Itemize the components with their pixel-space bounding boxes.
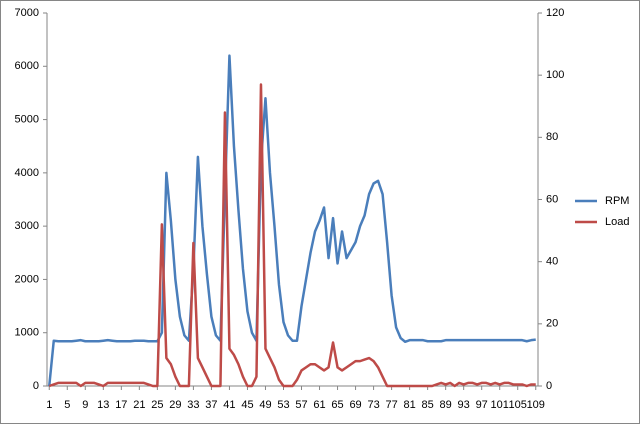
y2-tick-label: 80 [546, 131, 558, 143]
y-tick-label: 7000 [15, 7, 39, 19]
y2-tick-label: 40 [546, 256, 558, 268]
series-line [48, 54, 536, 387]
x-tick-label: 17 [115, 399, 127, 411]
x-tick-label: 29 [169, 399, 181, 411]
y-tick-label: 3000 [15, 220, 39, 232]
x-tick-label: 5 [64, 399, 70, 411]
legend-label: RPM [605, 195, 629, 207]
x-tick-label: 21 [133, 399, 145, 411]
y2-tick-label: 0 [546, 380, 552, 392]
y-tick-label: 2000 [15, 273, 39, 285]
x-tick-label: 45 [241, 399, 253, 411]
x-tick-label: 61 [313, 399, 325, 411]
y2-tick-label: 120 [546, 7, 564, 19]
x-tick-label: 77 [385, 399, 397, 411]
y-tick-label: 6000 [15, 60, 39, 72]
x-tick-label: 85 [422, 399, 434, 411]
x-tick-label: 109 [527, 399, 545, 411]
y-tick-label: 0 [33, 380, 39, 392]
series-line [48, 83, 536, 388]
x-tick-label: 65 [331, 399, 343, 411]
x-tick-label: 13 [97, 399, 109, 411]
y-tick-label: 4000 [15, 167, 39, 179]
x-tick-label: 73 [367, 399, 379, 411]
y2-tick-label: 60 [546, 193, 558, 205]
y2-tick-label: 20 [546, 318, 558, 330]
x-tick-label: 97 [476, 399, 488, 411]
x-tick-label: 89 [440, 399, 452, 411]
x-tick-label: 33 [187, 399, 199, 411]
x-tick-label: 93 [458, 399, 470, 411]
x-tick-label: 41 [223, 399, 235, 411]
x-tick-label: 37 [205, 399, 217, 411]
x-tick-label: 57 [295, 399, 307, 411]
x-tick-label: 49 [259, 399, 271, 411]
x-tick-label: 1 [46, 399, 52, 411]
x-tick-label: 53 [277, 399, 289, 411]
y-tick-label: 1000 [15, 327, 39, 339]
x-tick-label: 69 [349, 399, 361, 411]
x-tick-label: 101 [491, 399, 509, 411]
x-tick-label: 105 [509, 399, 527, 411]
y-tick-label: 5000 [15, 113, 39, 125]
y2-tick-label: 100 [546, 69, 564, 81]
x-tick-label: 81 [403, 399, 415, 411]
legend-label: Load [605, 216, 629, 228]
x-tick-label: 25 [151, 399, 163, 411]
x-tick-label: 9 [82, 399, 88, 411]
